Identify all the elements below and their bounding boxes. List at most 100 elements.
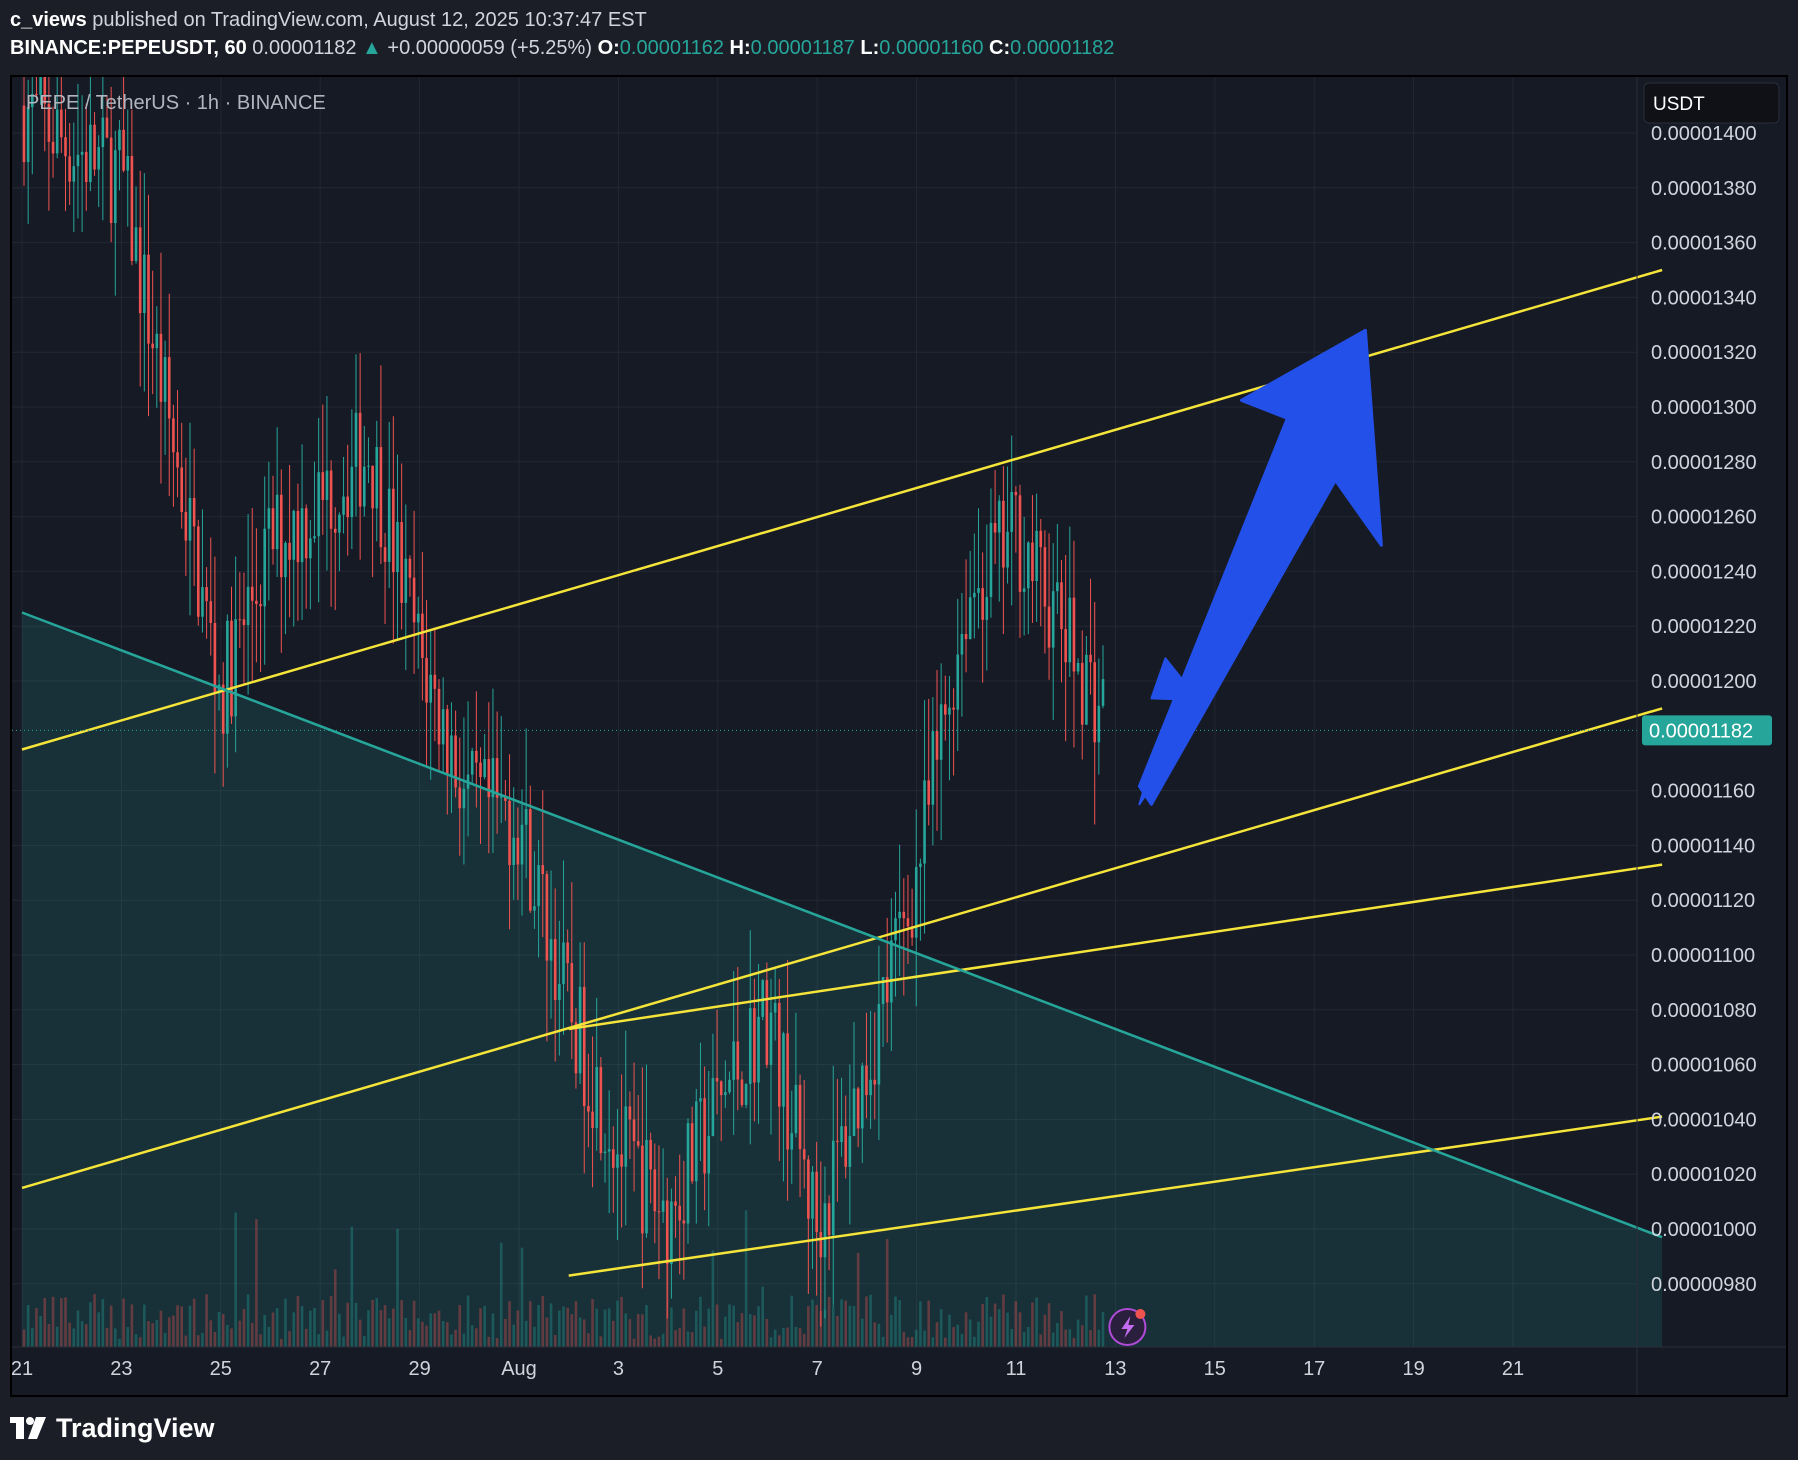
volume-bar bbox=[31, 1328, 34, 1347]
notification-dot-icon bbox=[1135, 1309, 1146, 1319]
candle-body bbox=[259, 603, 262, 607]
candle-body bbox=[1068, 597, 1072, 663]
descending-trendline bbox=[21, 611, 1663, 1239]
volume-bar bbox=[628, 1319, 632, 1347]
volume-bar bbox=[836, 1316, 839, 1347]
author-name[interactable]: c_views bbox=[10, 9, 87, 31]
volume-bar bbox=[1085, 1295, 1088, 1347]
candle-body bbox=[226, 620, 229, 734]
candle-body bbox=[574, 1022, 578, 1074]
y-tick-label: 0.00001380 bbox=[1651, 178, 1757, 200]
candle-body bbox=[479, 762, 482, 778]
volume-bar bbox=[39, 1315, 42, 1347]
candle-body bbox=[890, 940, 893, 1003]
candle-body bbox=[346, 496, 349, 518]
price-chart[interactable]: USDT 0.00001400 0.00001380 0.00001360 0.0000… bbox=[12, 77, 1786, 1395]
candle-body bbox=[786, 1033, 789, 1150]
candle-body bbox=[105, 117, 109, 138]
volume-bar bbox=[292, 1312, 296, 1347]
chart-frame[interactable]: USDT 0.00001400 0.00001380 0.00001360 0.0000… bbox=[10, 75, 1788, 1397]
volume-bar bbox=[840, 1299, 843, 1347]
candle-body bbox=[989, 522, 993, 597]
candle-body bbox=[392, 488, 395, 573]
volume-bar bbox=[699, 1296, 702, 1347]
candle-body bbox=[201, 587, 204, 617]
chart-header: c_views published on TradingView.com, Au… bbox=[10, 6, 1114, 62]
volume-bar bbox=[1064, 1329, 1067, 1347]
candle-body bbox=[948, 707, 951, 715]
volume-bar bbox=[898, 1300, 901, 1347]
candle-body bbox=[64, 137, 67, 157]
volume-bar bbox=[122, 1298, 125, 1347]
volume-bar bbox=[819, 1311, 823, 1347]
volume-bar bbox=[707, 1308, 711, 1347]
volume-bar bbox=[255, 1219, 258, 1347]
candle-body bbox=[869, 1079, 872, 1096]
candle-body bbox=[495, 758, 499, 798]
candle-body bbox=[906, 918, 910, 927]
close-label: C: bbox=[989, 37, 1011, 59]
x-tick-label: 25 bbox=[210, 1358, 232, 1380]
volume-bar bbox=[686, 1331, 690, 1347]
volume-bar bbox=[541, 1296, 545, 1347]
volume-bar bbox=[508, 1301, 511, 1347]
volume-bar bbox=[827, 1296, 831, 1347]
candle-body bbox=[221, 684, 225, 734]
candle-body bbox=[910, 926, 914, 938]
volume-bar bbox=[487, 1336, 491, 1347]
y-tick-label: 0.00001120 bbox=[1651, 890, 1755, 912]
candle-body bbox=[566, 942, 569, 964]
currency-label[interactable]: USDT bbox=[1653, 94, 1705, 115]
volume-bar bbox=[516, 1310, 520, 1347]
candle-body bbox=[313, 536, 316, 539]
candle-body bbox=[159, 333, 163, 402]
volume-bar bbox=[724, 1316, 727, 1347]
volume-bar bbox=[421, 1321, 424, 1347]
candle-body bbox=[1056, 582, 1059, 592]
volume-bar bbox=[728, 1304, 731, 1347]
volume-bar bbox=[446, 1322, 449, 1347]
candle-body bbox=[483, 759, 486, 778]
volume-bar bbox=[906, 1337, 910, 1347]
volume-bar bbox=[989, 1316, 993, 1347]
volume-bar bbox=[462, 1333, 466, 1347]
candle-body bbox=[1085, 654, 1088, 725]
volume-bar bbox=[309, 1310, 312, 1347]
volume-bar bbox=[558, 1310, 561, 1347]
candle-body bbox=[537, 865, 540, 907]
volume-bar bbox=[553, 1335, 557, 1347]
candle-body bbox=[155, 333, 159, 349]
candle-body bbox=[1035, 530, 1038, 582]
volume-bar bbox=[578, 1317, 582, 1347]
open-label: O: bbox=[597, 37, 620, 59]
volume-bar bbox=[209, 1320, 213, 1347]
volume-bar bbox=[545, 1317, 549, 1347]
candle-body bbox=[657, 1211, 661, 1213]
volume-bar bbox=[1060, 1310, 1063, 1347]
candle-body bbox=[898, 911, 901, 919]
volume-bar bbox=[753, 1315, 756, 1347]
candle-body bbox=[433, 674, 437, 689]
candle-body bbox=[529, 809, 532, 911]
volume-bar bbox=[595, 1308, 598, 1347]
volume-bar bbox=[213, 1332, 217, 1347]
candle-body bbox=[84, 151, 88, 182]
open-value: 0.00001162 bbox=[619, 37, 724, 59]
volume-bar bbox=[1006, 1312, 1009, 1347]
volume-bar bbox=[607, 1308, 611, 1347]
volume-bar bbox=[695, 1310, 698, 1347]
candle-body bbox=[22, 105, 26, 163]
volume-bar bbox=[939, 1309, 943, 1347]
candle-body bbox=[429, 674, 432, 703]
candle-body bbox=[1101, 679, 1105, 706]
volume-bar bbox=[176, 1305, 179, 1347]
candle-body bbox=[55, 109, 59, 154]
candle-body bbox=[686, 1123, 690, 1224]
x-tick-label: 7 bbox=[812, 1358, 823, 1380]
price-change: +0.00000059 (+5.25%) bbox=[387, 37, 592, 59]
volume-bar bbox=[466, 1295, 470, 1347]
candle-body bbox=[690, 1123, 694, 1182]
volume-bar bbox=[657, 1336, 661, 1347]
candle-body bbox=[960, 633, 964, 655]
volume-bar bbox=[134, 1334, 138, 1347]
